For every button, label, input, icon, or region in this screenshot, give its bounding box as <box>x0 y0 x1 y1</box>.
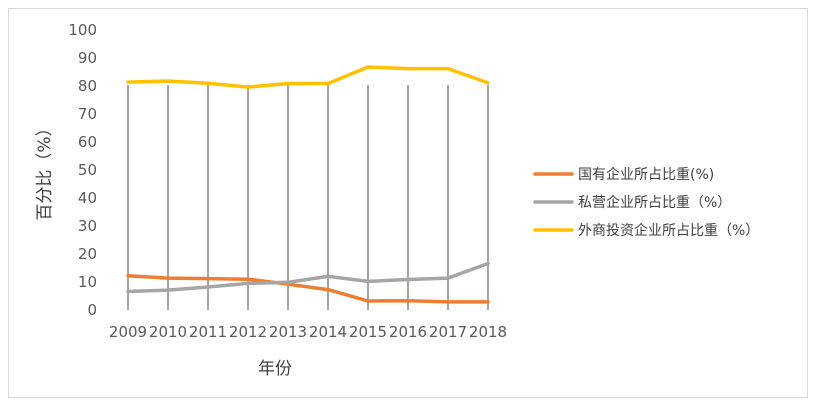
y-tick-label: 0 <box>87 301 97 319</box>
y-tick-label: 10 <box>78 273 97 291</box>
x-tick-label: 2018 <box>469 323 507 341</box>
x-tick-label: 2015 <box>349 323 387 341</box>
x-tick-label: 2017 <box>429 323 467 341</box>
x-tick-label: 2010 <box>149 323 187 341</box>
series-layer <box>126 65 490 304</box>
y-tick-label: 70 <box>78 105 97 123</box>
x-tick-label: 2012 <box>229 323 267 341</box>
y-tick-label: 60 <box>78 133 97 151</box>
gridlines <box>127 85 489 310</box>
series-line-1 <box>126 274 490 304</box>
y-tick-label: 80 <box>78 77 97 95</box>
legend: 国有企业所占比重(%) 私营企业所占比重（%） 外商投资企业所占比重（%） <box>533 166 759 239</box>
y-tick-label: 40 <box>78 189 97 207</box>
y-tick-label: 90 <box>78 49 97 67</box>
y-tick-label: 50 <box>78 161 97 179</box>
legend-label-1: 国有企业所占比重(%) <box>578 166 714 183</box>
x-tick-label: 2016 <box>389 323 427 341</box>
legend-label-3: 外商投资企业所占比重（%） <box>578 222 759 239</box>
y-tick-label: 100 <box>68 21 97 39</box>
x-tick-label: 2009 <box>109 323 147 341</box>
x-tick-label: 2014 <box>309 323 347 341</box>
legend-label-2: 私营企业所占比重（%） <box>578 194 731 211</box>
x-tick-label: 2013 <box>269 323 307 341</box>
x-axis-ticks: 2009 2010 2011 2012 2013 2014 2015 2016 2017 2018 <box>109 323 507 341</box>
y-axis-ticks: 0 10 20 30 40 50 60 70 80 90 100 <box>68 21 97 319</box>
series-line-3 <box>126 65 490 89</box>
series-line-2 <box>126 261 490 294</box>
y-axis-title: 百分比（%） <box>35 119 55 220</box>
y-tick-label: 20 <box>78 245 97 263</box>
x-tick-label: 2011 <box>189 323 227 341</box>
y-tick-label: 30 <box>78 217 97 235</box>
x-axis-title: 年份 <box>258 359 292 379</box>
